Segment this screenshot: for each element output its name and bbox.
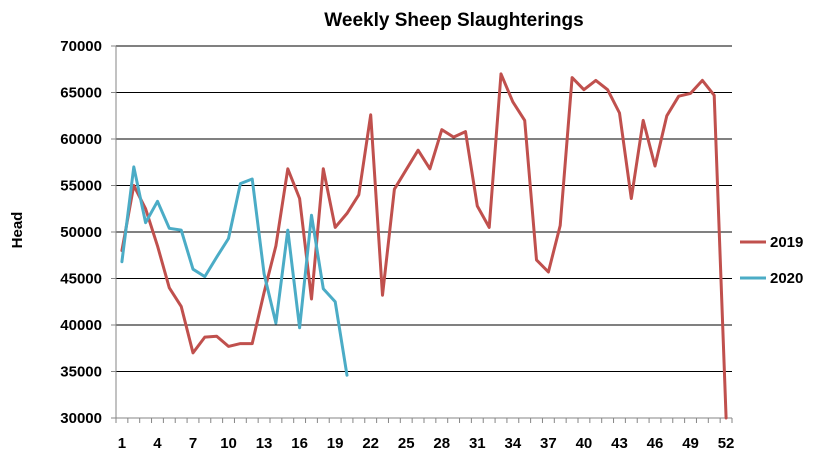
axes <box>111 45 733 423</box>
series-line-2020 <box>120 165 349 377</box>
series-lines <box>120 72 728 420</box>
x-tick-label-40: 40 <box>576 435 593 452</box>
y-tick-label-45000: 45000 <box>60 271 102 288</box>
x-tick-label-4: 4 <box>153 435 162 452</box>
y-tick-label-50000: 50000 <box>60 224 102 241</box>
x-tick-label-25: 25 <box>398 435 415 452</box>
x-tick-label-10: 10 <box>220 435 237 452</box>
x-tick-label-7: 7 <box>189 435 197 452</box>
y-tick-label-35000: 35000 <box>60 364 102 381</box>
x-tick-labels: 1 4 7 10 13 16 19 22 25 28 31 34 37 40 43 46 49 52 <box>118 435 735 452</box>
y-tick-label-55000: 55000 <box>60 178 102 195</box>
x-tick-label-19: 19 <box>327 435 344 452</box>
legend: 2019 2020 <box>740 234 803 287</box>
x-tick-label-34: 34 <box>505 435 522 452</box>
x-tick-label-49: 49 <box>682 435 699 452</box>
x-tick-label-28: 28 <box>433 435 450 452</box>
x-tick-label-1: 1 <box>118 435 126 452</box>
y-tick-label-30000: 30000 <box>60 410 102 427</box>
x-tick-label-22: 22 <box>362 435 379 452</box>
series-line-2019 <box>120 72 728 420</box>
legend-label-2019: 2019 <box>770 234 803 251</box>
y-tick-labels: 30000 35000 40000 45000 50000 55000 60000 65000… <box>60 38 102 427</box>
y-tick-label-40000: 40000 <box>60 317 102 334</box>
x-tick-label-16: 16 <box>291 435 308 452</box>
y-tick-label-60000: 60000 <box>60 131 102 148</box>
chart-title: Weekly Sheep Slaughterings <box>324 10 583 31</box>
gridlines <box>116 45 732 372</box>
y-tick-label-70000: 70000 <box>60 38 102 55</box>
x-tick-label-31: 31 <box>469 435 486 452</box>
legend-label-2020: 2020 <box>770 270 803 287</box>
y-axis-label: Head <box>9 212 26 249</box>
x-tick-label-37: 37 <box>540 435 557 452</box>
x-tick-label-43: 43 <box>611 435 628 452</box>
x-tick-label-52: 52 <box>718 435 735 452</box>
x-tick-label-13: 13 <box>256 435 273 452</box>
y-tick-label-65000: 65000 <box>60 85 102 102</box>
x-tick-label-46: 46 <box>647 435 664 452</box>
